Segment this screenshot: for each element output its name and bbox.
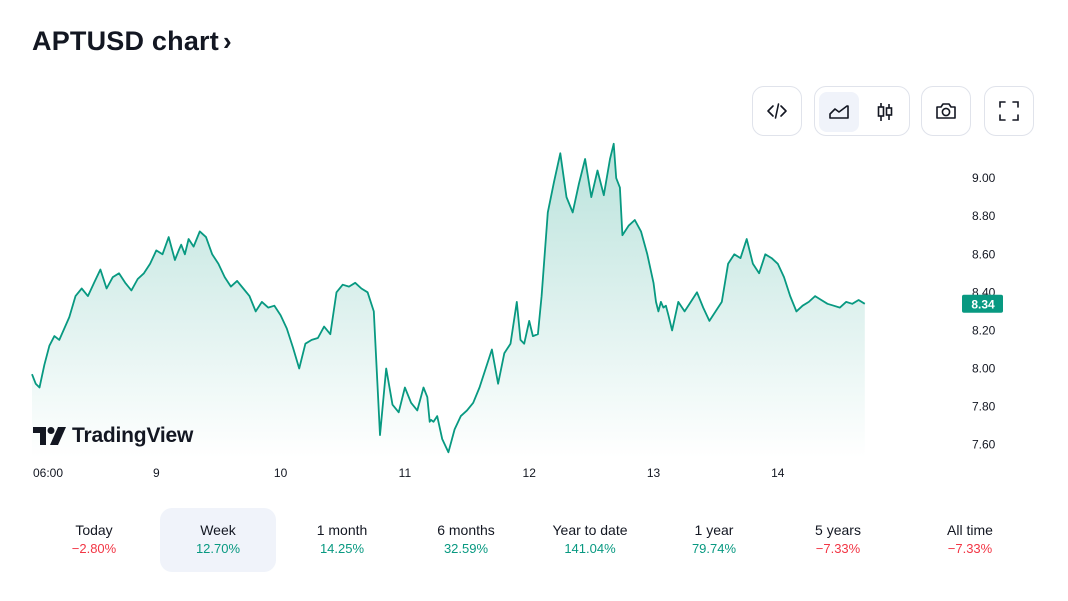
y-tick-label: 8.60 xyxy=(972,247,996,261)
camera-icon xyxy=(936,103,956,119)
x-tick-label: 06:00 xyxy=(33,466,63,480)
period-5-years[interactable]: 5 years −7.33% xyxy=(780,508,896,572)
period-change: 14.25% xyxy=(319,541,365,556)
period-label: Week xyxy=(200,522,236,538)
fullscreen-button[interactable] xyxy=(984,86,1034,136)
period-change: 12.70% xyxy=(195,541,241,556)
candlestick-button[interactable] xyxy=(865,92,905,132)
period-change: −7.33% xyxy=(947,541,993,556)
period-all-time[interactable]: All time −7.33% xyxy=(912,508,1028,572)
embed-button[interactable] xyxy=(752,86,802,136)
watermark-text: TradingView xyxy=(72,424,194,447)
period-label: 6 months xyxy=(437,522,495,538)
period-year-to-date[interactable]: Year to date 141.04% xyxy=(532,508,648,572)
y-tick-label: 9.00 xyxy=(972,171,996,185)
candlestick-icon xyxy=(877,103,893,121)
period-6-months[interactable]: 6 months 32.59% xyxy=(408,508,524,572)
tradingview-logo-icon xyxy=(33,427,66,445)
performance-periods: Today −2.80% Week 12.70% 1 month 14.25% 6 mont… xyxy=(28,508,1048,572)
period-label: 1 year xyxy=(694,522,734,538)
last-price-badge xyxy=(962,294,1003,313)
chart-type-group xyxy=(814,86,910,136)
x-tick-label: 10 xyxy=(274,466,288,480)
period-change: −2.80% xyxy=(71,541,117,556)
x-tick-label: 11 xyxy=(399,466,412,480)
y-tick-label: 7.60 xyxy=(972,438,996,452)
price-line[interactable] xyxy=(31,142,866,454)
page-title[interactable]: APTUSD chart › xyxy=(32,26,232,57)
chart-toolbar xyxy=(0,86,1068,136)
chevron-right-icon: › xyxy=(222,26,232,56)
last-price-label: 8.34 xyxy=(971,297,995,311)
x-tick-label: 12 xyxy=(523,466,537,480)
price-chart[interactable]: 7.60 7.80 8.00 8.20 8.40 8.60 8.80 9.00 06:00 9 1… xyxy=(0,140,1068,490)
period-change: −7.33% xyxy=(815,541,861,556)
period-label: 5 years xyxy=(815,522,861,538)
area-fill xyxy=(32,143,865,459)
tradingview-logo[interactable]: TradingView xyxy=(33,424,193,448)
area-chart-icon xyxy=(829,105,849,119)
period-change: 79.74% xyxy=(691,541,737,556)
period-label: 1 month xyxy=(316,522,368,538)
period-change: 141.04% xyxy=(564,541,616,556)
snapshot-button[interactable] xyxy=(921,86,971,136)
period-label: Year to date xyxy=(552,522,628,538)
y-tick-label: 8.00 xyxy=(972,362,996,376)
y-tick-label: 7.80 xyxy=(972,400,996,414)
title-text[interactable]: APTUSD chart xyxy=(32,26,219,56)
x-tick-label: 14 xyxy=(771,466,785,480)
period-1-month[interactable]: 1 month 14.25% xyxy=(284,508,400,572)
period-today[interactable]: Today −2.80% xyxy=(36,508,152,572)
area-chart-button[interactable] xyxy=(819,92,859,132)
code-icon xyxy=(767,103,787,119)
period-change: 32.59% xyxy=(443,541,489,556)
period-1-year[interactable]: 1 year 79.74% xyxy=(656,508,772,572)
period-label: All time xyxy=(947,522,993,538)
x-tick-label: 13 xyxy=(647,466,661,480)
period-label: Today xyxy=(75,522,113,538)
x-tick-label: 9 xyxy=(153,466,160,480)
chart-svg[interactable]: 7.607.808.008.208.408.608.809.00 06:00 9 1… xyxy=(0,140,1068,490)
fullscreen-icon xyxy=(999,101,1019,121)
period-week[interactable]: Week 12.70% xyxy=(160,508,276,572)
y-tick-label: 8.80 xyxy=(972,209,996,223)
y-tick-label: 8.20 xyxy=(972,323,996,337)
